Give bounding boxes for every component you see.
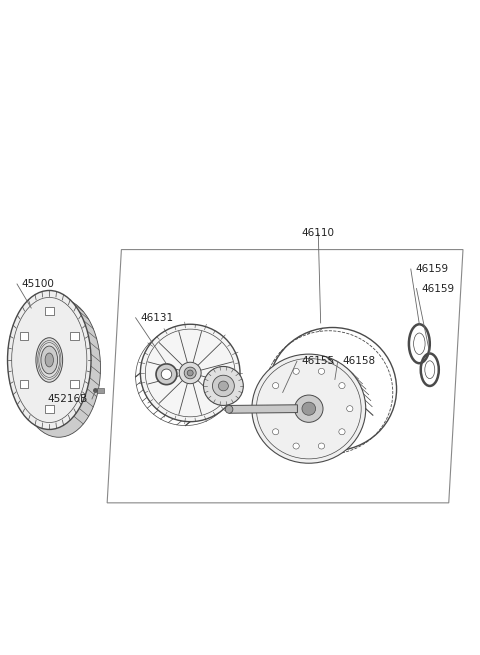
Ellipse shape xyxy=(293,443,299,449)
Polygon shape xyxy=(20,380,28,388)
Ellipse shape xyxy=(140,324,240,422)
Ellipse shape xyxy=(252,354,366,463)
Text: 46155: 46155 xyxy=(301,356,335,366)
Ellipse shape xyxy=(339,383,345,388)
Text: 46159: 46159 xyxy=(421,284,455,293)
Ellipse shape xyxy=(225,405,233,413)
Ellipse shape xyxy=(179,362,201,384)
Ellipse shape xyxy=(41,346,58,374)
Ellipse shape xyxy=(187,370,193,376)
Polygon shape xyxy=(45,307,54,316)
Ellipse shape xyxy=(273,429,279,435)
Ellipse shape xyxy=(184,367,196,379)
Ellipse shape xyxy=(293,368,299,374)
Polygon shape xyxy=(229,405,298,413)
Text: 46159: 46159 xyxy=(416,264,449,274)
Text: 46110: 46110 xyxy=(302,229,335,238)
Text: 45100: 45100 xyxy=(22,279,55,289)
Ellipse shape xyxy=(156,364,177,384)
Ellipse shape xyxy=(347,405,353,412)
Text: 46131: 46131 xyxy=(140,312,173,323)
Ellipse shape xyxy=(273,383,279,388)
Ellipse shape xyxy=(36,338,62,383)
Polygon shape xyxy=(70,380,79,388)
Text: 46158: 46158 xyxy=(342,356,376,366)
Ellipse shape xyxy=(45,353,53,367)
Ellipse shape xyxy=(302,402,316,415)
Polygon shape xyxy=(45,405,54,413)
Ellipse shape xyxy=(161,369,172,379)
Polygon shape xyxy=(96,388,104,393)
Ellipse shape xyxy=(204,366,243,405)
Ellipse shape xyxy=(17,298,100,438)
Ellipse shape xyxy=(8,290,91,430)
Ellipse shape xyxy=(318,368,324,374)
Ellipse shape xyxy=(339,429,345,435)
Polygon shape xyxy=(70,331,79,340)
Polygon shape xyxy=(20,331,28,340)
Ellipse shape xyxy=(318,443,324,449)
Ellipse shape xyxy=(213,375,234,397)
Text: 45216B: 45216B xyxy=(47,394,87,404)
Ellipse shape xyxy=(264,405,271,412)
Ellipse shape xyxy=(218,381,228,391)
Ellipse shape xyxy=(295,395,323,422)
